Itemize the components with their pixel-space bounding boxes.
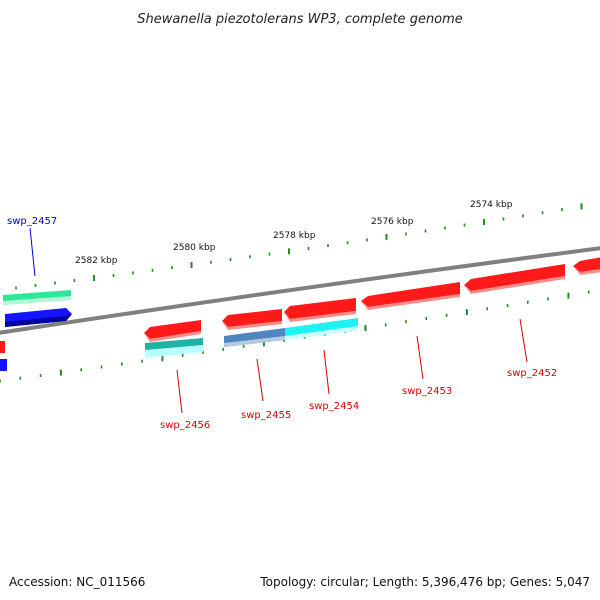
leader-swp_2455 (256, 358, 264, 402)
kbp-label-2574: 2574 kbp (470, 200, 513, 210)
map-title: Shewanella piezotolerans WP3, complete g… (137, 12, 463, 27)
gene-blue-outer-shade (5, 314, 72, 327)
gene-red-e-body[interactable] (464, 264, 565, 291)
gene-swp_2456-shade (145, 345, 203, 358)
gene-red-d-body[interactable] (361, 282, 460, 307)
gene-swp_2455-shade (224, 336, 285, 347)
kbp-label-2580: 2580 kbp (173, 243, 216, 253)
leader-swp_2453 (416, 335, 424, 380)
gene-swp_2456[interactable] (145, 338, 203, 358)
leader-swp_2452 (519, 318, 528, 363)
gene-red-b[interactable] (222, 309, 282, 330)
gene-red-c-body[interactable] (284, 298, 356, 319)
gene-label-swp_2452[interactable]: swp_2452 (507, 368, 557, 379)
gene-swp_2457[interactable] (3, 290, 71, 305)
gene-red-d[interactable] (361, 282, 460, 310)
kbp-label-2578: 2578 kbp (273, 231, 316, 241)
gene-label-swp_2457[interactable]: swp_2457 (7, 216, 57, 227)
gene-swp_2457-shade (3, 296, 71, 305)
leader-swp_2454 (323, 349, 330, 395)
leader-swp_2456 (176, 369, 183, 414)
tick-marks (0, 203, 590, 383)
gene-left-partial-red[interactable] (0, 341, 5, 353)
gene-left-partial-red-body[interactable] (0, 341, 5, 353)
leader-swp_2457 (29, 227, 36, 277)
gene-red-d-shade (361, 294, 460, 310)
gene-label-swp_2454[interactable]: swp_2454 (309, 401, 359, 412)
gene-red-a-shade (144, 331, 201, 342)
gene-red-a-body[interactable] (144, 320, 201, 339)
gene-red-c[interactable] (284, 298, 356, 322)
gene-red-e-shade (464, 276, 565, 294)
accession-text: Accession: NC_011566 (9, 575, 145, 589)
kbp-label-2576: 2576 kbp (371, 217, 414, 227)
gene-red-e[interactable] (464, 264, 565, 294)
gene-swp_2454-shade (285, 326, 358, 340)
gene-swp_2454[interactable] (285, 318, 358, 340)
gene-label-swp_2456[interactable]: swp_2456 (160, 420, 210, 431)
gene-red-b-body[interactable] (222, 309, 282, 327)
gene-red-c-shade (284, 311, 356, 322)
gene-blue-outer[interactable] (5, 308, 72, 327)
gene-left-partial-blue[interactable] (0, 359, 7, 371)
gene-red-f-shade (573, 266, 600, 275)
gene-red-f-body[interactable] (573, 257, 600, 272)
gene-red-f[interactable] (573, 257, 600, 275)
genome-summary-text: Topology: circular; Length: 5,396,476 bp… (259, 575, 590, 589)
gene-left-partial-blue-body[interactable] (0, 359, 7, 371)
gene-red-b-shade (222, 321, 282, 330)
genome-backbone (0, 246, 600, 335)
gene-swp_2455[interactable] (224, 328, 285, 347)
gene-label-swp_2453[interactable]: swp_2453 (402, 386, 452, 397)
kbp-label-2582: 2582 kbp (75, 256, 118, 266)
gene-label-swp_2455[interactable]: swp_2455 (241, 410, 291, 421)
gene-red-a[interactable] (144, 320, 201, 342)
